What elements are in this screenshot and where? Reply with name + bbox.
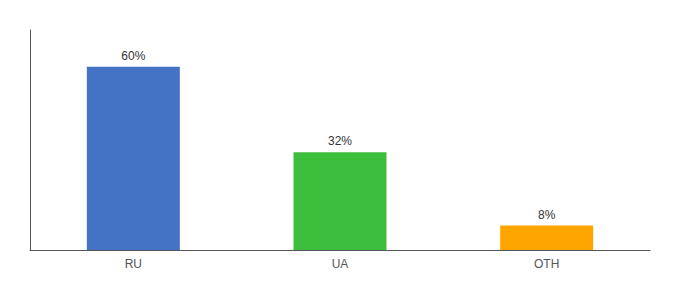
svg-text:60%: 60%	[121, 49, 145, 63]
svg-text:UA: UA	[332, 257, 349, 271]
svg-text:8%: 8%	[538, 208, 556, 222]
svg-text:RU: RU	[125, 257, 142, 271]
svg-text:OTH: OTH	[534, 257, 559, 271]
svg-text:32%: 32%	[328, 134, 352, 148]
